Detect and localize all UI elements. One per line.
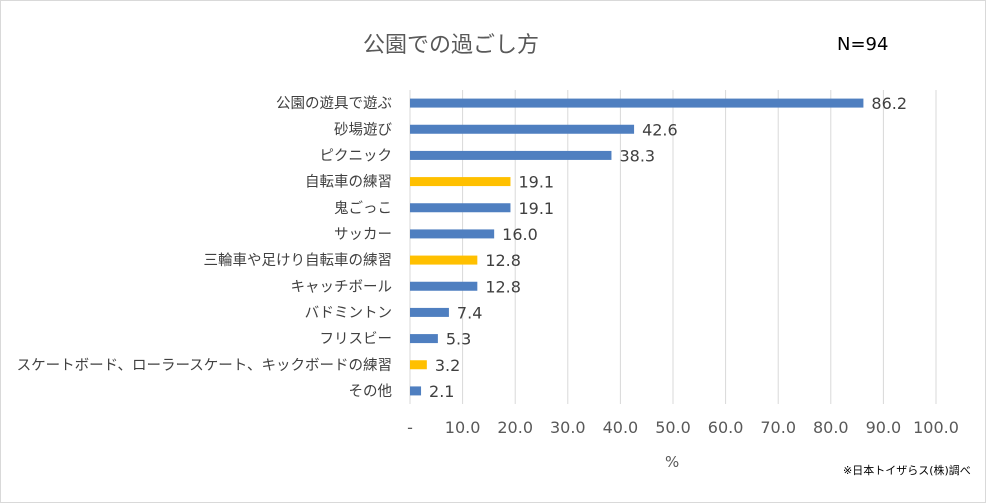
bar xyxy=(410,203,511,213)
category-label: 自転車の練習 xyxy=(305,174,392,191)
bar xyxy=(410,150,612,160)
data-label: 2.1 xyxy=(429,382,454,401)
data-label: 16.0 xyxy=(502,225,538,244)
data-label: 86.2 xyxy=(871,94,907,113)
x-tick-label: 30.0 xyxy=(550,418,586,437)
category-label: キャッチボール xyxy=(291,278,393,295)
x-tick-label: 40.0 xyxy=(603,418,639,437)
bar xyxy=(410,98,864,108)
bar xyxy=(410,255,478,265)
x-tick-label: 20.0 xyxy=(497,418,533,437)
category-label: 公園の遊具で遊ぶ xyxy=(276,95,392,112)
data-label: 12.8 xyxy=(485,277,521,296)
x-tick-label: 70.0 xyxy=(760,418,796,437)
chart-title: 公園での過ごし方 xyxy=(362,33,539,58)
bar xyxy=(410,360,427,370)
data-label: 12.8 xyxy=(485,251,521,270)
x-tick-label: 50.0 xyxy=(655,418,691,437)
category-label: バドミントン xyxy=(305,305,392,321)
x-tick-label: 10.0 xyxy=(445,418,481,437)
bar xyxy=(410,334,438,344)
category-label: サッカー xyxy=(334,227,392,243)
x-tick-label: 90.0 xyxy=(866,418,902,437)
sample-size-annotation: N=94 xyxy=(837,34,889,55)
source-note: ※日本トイザらス(株)調べ xyxy=(843,464,971,477)
category-label: ピクニック xyxy=(320,147,393,164)
data-label: 7.4 xyxy=(457,303,482,322)
bar xyxy=(410,386,422,396)
x-axis-unit-label: % xyxy=(665,453,680,471)
category-label: スケートボード、ローラースケート、キックボードの練習 xyxy=(17,357,392,374)
category-label: その他 xyxy=(349,383,393,400)
bar xyxy=(410,124,635,134)
x-tick-label: 80.0 xyxy=(813,418,849,437)
category-label: 砂場遊び xyxy=(334,121,392,138)
x-tick-label: 100.0 xyxy=(913,418,959,437)
x-tick-label: - xyxy=(407,418,413,437)
data-label: 5.3 xyxy=(446,330,471,349)
bar xyxy=(410,307,449,317)
category-label: フリスビー xyxy=(320,331,393,348)
x-tick-label: 60.0 xyxy=(708,418,744,437)
data-label: 19.1 xyxy=(518,173,554,192)
data-label: 42.6 xyxy=(642,120,678,139)
bar xyxy=(410,281,478,291)
data-label: 3.2 xyxy=(435,356,460,375)
bar xyxy=(410,229,495,239)
bar xyxy=(410,177,511,187)
data-label: 38.3 xyxy=(619,146,655,165)
category-label: 鬼ごっこ xyxy=(334,200,392,217)
category-label: 三輪車や足けり自転車の練習 xyxy=(204,252,393,269)
data-label: 19.1 xyxy=(518,199,554,218)
